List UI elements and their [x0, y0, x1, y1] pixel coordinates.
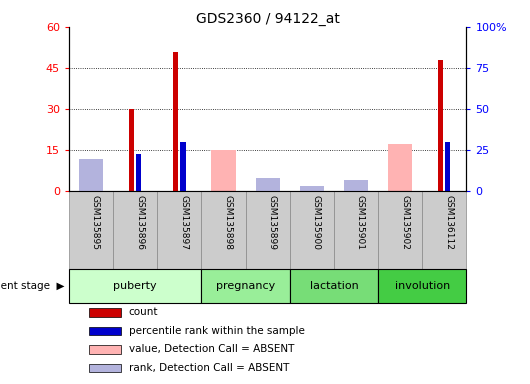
Bar	[129, 109, 134, 191]
Bar	[89, 364, 121, 372]
FancyBboxPatch shape	[422, 191, 466, 269]
Bar	[180, 142, 186, 191]
Text: GSM135901: GSM135901	[356, 195, 365, 250]
Bar	[299, 187, 324, 191]
FancyBboxPatch shape	[157, 191, 201, 269]
FancyBboxPatch shape	[334, 191, 378, 269]
Bar	[255, 187, 280, 191]
Text: lactation: lactation	[310, 281, 358, 291]
Bar	[89, 326, 121, 335]
FancyBboxPatch shape	[69, 191, 113, 269]
Bar	[89, 345, 121, 354]
Bar	[445, 142, 450, 191]
Text: rank, Detection Call = ABSENT: rank, Detection Call = ABSENT	[129, 363, 289, 373]
FancyBboxPatch shape	[378, 191, 422, 269]
Text: GSM135902: GSM135902	[400, 195, 409, 250]
FancyBboxPatch shape	[113, 191, 157, 269]
Text: GSM135898: GSM135898	[224, 195, 233, 250]
Text: GSM135897: GSM135897	[179, 195, 188, 250]
Text: GSM135895: GSM135895	[91, 195, 100, 250]
Bar	[79, 159, 103, 191]
Bar	[438, 60, 444, 191]
Text: GSM135896: GSM135896	[135, 195, 144, 250]
Text: involution: involution	[395, 281, 450, 291]
Text: development stage  ▶: development stage ▶	[0, 281, 65, 291]
Text: GSM135900: GSM135900	[312, 195, 321, 250]
FancyBboxPatch shape	[378, 269, 466, 303]
Bar	[255, 178, 280, 191]
FancyBboxPatch shape	[245, 191, 290, 269]
FancyBboxPatch shape	[290, 191, 334, 269]
Bar	[211, 150, 236, 191]
FancyBboxPatch shape	[69, 269, 201, 303]
Bar	[173, 51, 179, 191]
Bar	[136, 154, 142, 191]
Title: GDS2360 / 94122_at: GDS2360 / 94122_at	[196, 12, 340, 26]
Text: GSM136112: GSM136112	[444, 195, 453, 250]
Bar	[388, 144, 412, 191]
Bar	[344, 180, 368, 191]
Bar	[79, 159, 103, 191]
Bar	[344, 185, 368, 191]
Text: GSM135899: GSM135899	[268, 195, 277, 250]
FancyBboxPatch shape	[290, 269, 378, 303]
Text: pregnancy: pregnancy	[216, 281, 275, 291]
FancyBboxPatch shape	[201, 191, 245, 269]
FancyBboxPatch shape	[201, 269, 290, 303]
Text: count: count	[129, 307, 158, 317]
Bar	[89, 308, 121, 317]
Text: percentile rank within the sample: percentile rank within the sample	[129, 326, 304, 336]
Text: puberty: puberty	[113, 281, 157, 291]
Text: value, Detection Call = ABSENT: value, Detection Call = ABSENT	[129, 344, 294, 354]
Bar	[299, 188, 324, 191]
